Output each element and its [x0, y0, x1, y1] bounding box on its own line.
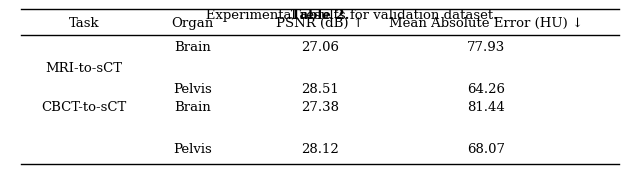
Text: CBCT-to-sCT: CBCT-to-sCT: [42, 101, 127, 114]
Text: MRI-to-sCT: MRI-to-sCT: [45, 62, 123, 75]
Text: Pelvis: Pelvis: [173, 143, 212, 156]
Text: 81.44: 81.44: [467, 101, 504, 114]
Text: Brain: Brain: [174, 41, 211, 54]
Text: PSNR (dB) ↑: PSNR (dB) ↑: [276, 17, 364, 30]
Text: Table 2.: Table 2.: [291, 9, 349, 22]
Text: 77.93: 77.93: [467, 41, 505, 54]
Text: 27.38: 27.38: [301, 101, 339, 114]
Text: 68.07: 68.07: [467, 143, 505, 156]
Text: Experimental results for validation dataset.: Experimental results for validation data…: [142, 9, 498, 22]
Text: 27.06: 27.06: [301, 41, 339, 54]
Text: Brain: Brain: [174, 101, 211, 114]
Text: Mean Absolute Error (HU) ↓: Mean Absolute Error (HU) ↓: [388, 17, 583, 30]
Text: Task: Task: [69, 17, 100, 30]
Text: 28.12: 28.12: [301, 143, 339, 156]
Text: 64.26: 64.26: [467, 83, 505, 96]
Text: Organ: Organ: [172, 17, 214, 30]
Text: 28.51: 28.51: [301, 83, 339, 96]
Text: Pelvis: Pelvis: [173, 83, 212, 96]
